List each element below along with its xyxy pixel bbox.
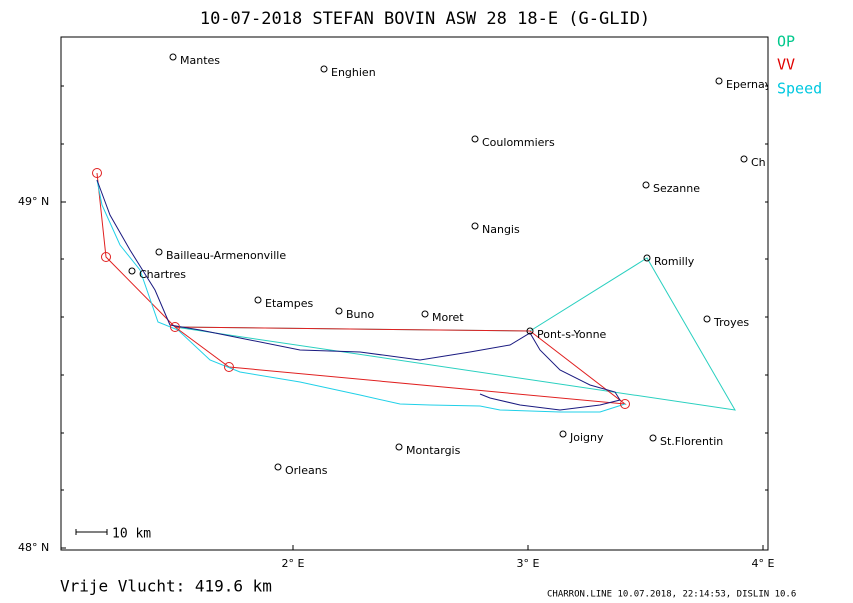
town-label: Mantes [180, 54, 220, 67]
town-label: St.Florentin [660, 435, 723, 448]
town-marker [649, 434, 657, 442]
town-marker [471, 135, 479, 143]
town-marker [128, 267, 136, 275]
town-label: Moret [432, 311, 464, 324]
turnpoints [92, 168, 630, 409]
plot-frame [60, 36, 769, 551]
town-label: Buno [346, 308, 374, 321]
town-label: Montargis [406, 444, 461, 457]
flight-track [96, 179, 621, 411]
town-marker [254, 296, 262, 304]
footer-info: CHARRON.LINE 10.07.2018, 22:14:53, DISLI… [547, 590, 796, 600]
speed-track [96, 179, 626, 413]
tracks [96, 172, 736, 413]
town-marker [471, 222, 479, 230]
town-label: Nangis [482, 223, 520, 236]
legend-vv: VV [777, 56, 795, 74]
title: 10-07-2018 STEFAN BOVIN ASW 28 18-E (G-G… [200, 9, 650, 29]
town-marker [643, 254, 651, 262]
town-marker [169, 53, 177, 61]
town-label: Troyes [713, 316, 749, 329]
town-label: Orleans [285, 464, 328, 477]
x-label: 3° E [517, 557, 540, 570]
ticks [61, 85, 768, 550]
town-marker [642, 181, 650, 189]
town-marker [335, 307, 343, 315]
vv-route [96, 172, 627, 405]
town-marker [715, 77, 723, 85]
op-route [174, 257, 736, 411]
town-label: Pont-s-Yonne [537, 328, 607, 341]
town-marker [559, 430, 567, 438]
town-label: Coulommiers [482, 136, 555, 149]
scale-label: 10 km [112, 527, 151, 542]
town-label: Ch [751, 156, 766, 169]
town-marker [320, 65, 328, 73]
town-marker [155, 248, 163, 256]
towns: Mantes Enghien Epernay Ch Coulommiers Sezanne… [128, 53, 772, 477]
town-marker [703, 315, 711, 323]
y-label: 49° N [18, 195, 49, 208]
town-marker [395, 443, 403, 451]
town-label: Epernay [726, 78, 772, 91]
town-label: Etampes [265, 297, 313, 310]
legend-speed: Speed [777, 80, 822, 98]
town-marker [526, 327, 534, 335]
town-marker [740, 155, 748, 163]
town-label: Romilly [654, 255, 695, 268]
town-label: Sezanne [653, 182, 700, 195]
town-label: Chartres [139, 268, 186, 281]
town-marker [274, 463, 282, 471]
town-label: Enghien [331, 66, 376, 79]
town-label: Bailleau-Armenonville [166, 249, 286, 262]
town-marker [421, 310, 429, 318]
y-label: 48° N [18, 541, 49, 554]
distance: Vrije Vlucht: 419.6 km [60, 577, 272, 596]
town-label: Joigny [569, 431, 604, 444]
x-label: 4° E [752, 557, 775, 570]
legend-op: OP [777, 33, 795, 51]
x-label: 2° E [282, 557, 305, 570]
